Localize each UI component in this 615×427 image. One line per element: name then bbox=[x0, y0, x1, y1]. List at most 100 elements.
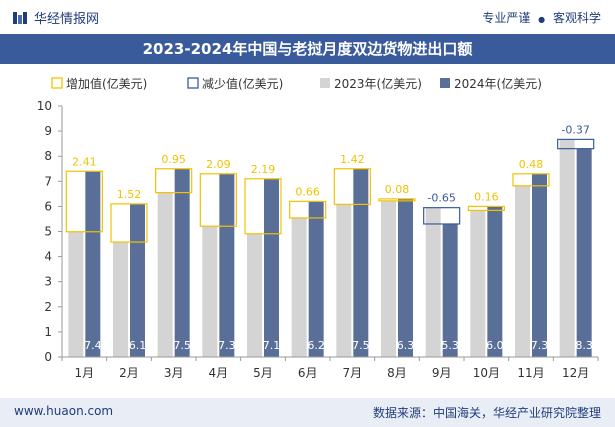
bar-2024 bbox=[264, 178, 279, 357]
bar-2024-value-label: 6.3 bbox=[397, 339, 415, 352]
bar-2024-value-label: 8.3 bbox=[575, 339, 593, 352]
x-tick-label: 10月 bbox=[473, 366, 500, 380]
bar-2024 bbox=[219, 173, 235, 357]
legend-increase-swatch bbox=[51, 77, 63, 89]
bar-2023 bbox=[381, 200, 396, 357]
bar-2023 bbox=[515, 185, 530, 357]
x-tick-label: 3月 bbox=[164, 366, 184, 380]
brand-name: 华经情报网 bbox=[34, 12, 100, 27]
bar-2023 bbox=[202, 226, 218, 357]
increase-bracket bbox=[155, 168, 193, 194]
x-tick-label: 12月 bbox=[562, 366, 589, 380]
bar-2024-value-label: 7.5 bbox=[173, 339, 191, 352]
x-tick-label: 4月 bbox=[209, 366, 229, 380]
bar-2024 bbox=[442, 223, 458, 357]
increase-bracket bbox=[378, 198, 416, 202]
bar-2024-value-label: 7.3 bbox=[531, 339, 549, 352]
bar-2023 bbox=[559, 139, 575, 357]
legend-label-dec: 减少值(亿美元) bbox=[202, 76, 283, 91]
bar-2024 bbox=[487, 206, 503, 357]
change-label: -0.37 bbox=[561, 123, 589, 136]
slogan-left: 专业严谨 bbox=[482, 11, 531, 25]
y-tick-label: 2 bbox=[44, 300, 52, 314]
legend-2024-swatch bbox=[440, 78, 450, 88]
brand-logo-icon bbox=[13, 11, 27, 24]
legend-decrease-swatch bbox=[187, 77, 199, 89]
bar-2024 bbox=[174, 168, 190, 357]
bar-2024 bbox=[308, 201, 324, 357]
x-tick-label: 2月 bbox=[119, 366, 139, 380]
change-label: 0.66 bbox=[295, 185, 320, 198]
x-tick-label: 5月 bbox=[253, 366, 273, 380]
top-bar: 华经情报网 专业严谨 ● 客观科学 bbox=[0, 0, 615, 34]
decrease-bracket bbox=[557, 138, 595, 150]
increase-bracket bbox=[333, 168, 371, 205]
bar-2023 bbox=[425, 207, 441, 357]
bar-2024-value-label: 5.3 bbox=[441, 339, 459, 352]
brand[interactable]: 华经情报网 bbox=[12, 8, 99, 27]
y-tick-label: 3 bbox=[44, 275, 52, 289]
y-tick-label: 1 bbox=[44, 325, 52, 339]
website-link[interactable]: www.huaon.com bbox=[14, 404, 114, 418]
bar-2024-value-label: 6.2 bbox=[307, 339, 325, 352]
bar-2023 bbox=[157, 192, 173, 357]
change-label: 2.09 bbox=[206, 158, 231, 171]
legend-2023-swatch bbox=[320, 78, 330, 88]
bars: 7.4 2.41 6.1 1.52 7.5 0.95 7.3 2.09 7.1 2.19 6.2 0.… bbox=[65, 123, 595, 357]
chart: 增加值(亿美元) 减少值(亿美元) 2023年(亿美元) 2024年(亿美元) 012… bbox=[37, 76, 599, 380]
change-label: -0.65 bbox=[427, 192, 455, 205]
y-tick-label: 9 bbox=[44, 124, 52, 138]
decrease-bracket bbox=[423, 207, 461, 225]
legend-label-inc: 增加值(亿美元) bbox=[66, 76, 147, 91]
bar-2024-value-label: 7.3 bbox=[218, 339, 236, 352]
increase-bracket bbox=[65, 170, 103, 233]
change-label: 1.42 bbox=[340, 153, 365, 166]
chart-legend: 增加值(亿美元) 减少值(亿美元) 2023年(亿美元) 2024年(亿美元) bbox=[51, 76, 542, 91]
increase-bracket bbox=[512, 173, 550, 187]
bar-2024 bbox=[398, 198, 413, 357]
x-tick-label: 8月 bbox=[387, 366, 407, 380]
bar-2024-value-label: 7.4 bbox=[84, 339, 102, 352]
bar-2024 bbox=[353, 168, 369, 357]
change-label: 0.16 bbox=[474, 190, 499, 203]
y-tick-label: 4 bbox=[44, 250, 52, 264]
legend-label-s2024: 2024年(亿美元) bbox=[454, 76, 542, 91]
bar-2023 bbox=[247, 233, 262, 357]
bar-2024 bbox=[130, 203, 145, 357]
slogan-right: 客观科学 bbox=[552, 11, 601, 25]
change-label: 0.08 bbox=[385, 183, 410, 196]
bar-2024-value-label: 6.0 bbox=[486, 339, 504, 352]
increase-bracket bbox=[110, 203, 148, 243]
y-axis: 0 1 2 3 4 5 6 7 8 9 10 bbox=[37, 99, 63, 364]
y-tick-label: 10 bbox=[37, 99, 52, 113]
bar-2024-value-label: 7.5 bbox=[352, 339, 370, 352]
slogan: 专业严谨 ● 客观科学 bbox=[482, 9, 601, 26]
legend-label-s2023: 2023年(亿美元) bbox=[334, 76, 422, 91]
increase-bracket bbox=[289, 200, 327, 219]
change-label: 1.52 bbox=[117, 188, 142, 201]
chart-title: 2023-2024年中国与老挝月度双边货物进出口额 bbox=[0, 34, 615, 64]
y-tick-label: 6 bbox=[44, 199, 52, 213]
change-label: 2.19 bbox=[251, 163, 276, 176]
bar-2023 bbox=[470, 210, 486, 357]
change-label: 0.48 bbox=[519, 158, 544, 171]
increase-bracket bbox=[467, 205, 505, 212]
increase-bracket bbox=[199, 173, 237, 227]
y-tick-label: 5 bbox=[44, 225, 52, 239]
bar-2024 bbox=[576, 148, 592, 357]
slogan-separator: ● bbox=[538, 15, 546, 24]
bar-2024-value-label: 6.1 bbox=[129, 339, 147, 352]
x-tick-label: 11月 bbox=[517, 366, 544, 380]
bar-2023 bbox=[113, 242, 128, 357]
bar-2024-value-label: 7.1 bbox=[263, 339, 281, 352]
x-axis: 1月 2月 3月 4月 5月 6月 7月 8月 9月 10月 11月 12月 bbox=[61, 356, 599, 380]
increase-bracket bbox=[244, 178, 282, 235]
footer: www.huaon.com 数据来源：中国海关，华经产业研究院整理 bbox=[0, 398, 615, 427]
y-tick-label: 0 bbox=[44, 350, 52, 364]
bar-2024 bbox=[85, 171, 101, 357]
bar-2023 bbox=[68, 231, 84, 357]
data-source: 数据来源：中国海关，华经产业研究院整理 bbox=[372, 406, 601, 420]
bar-2023 bbox=[291, 217, 307, 357]
change-label: 2.41 bbox=[72, 155, 97, 168]
x-tick-label: 6月 bbox=[298, 366, 318, 380]
